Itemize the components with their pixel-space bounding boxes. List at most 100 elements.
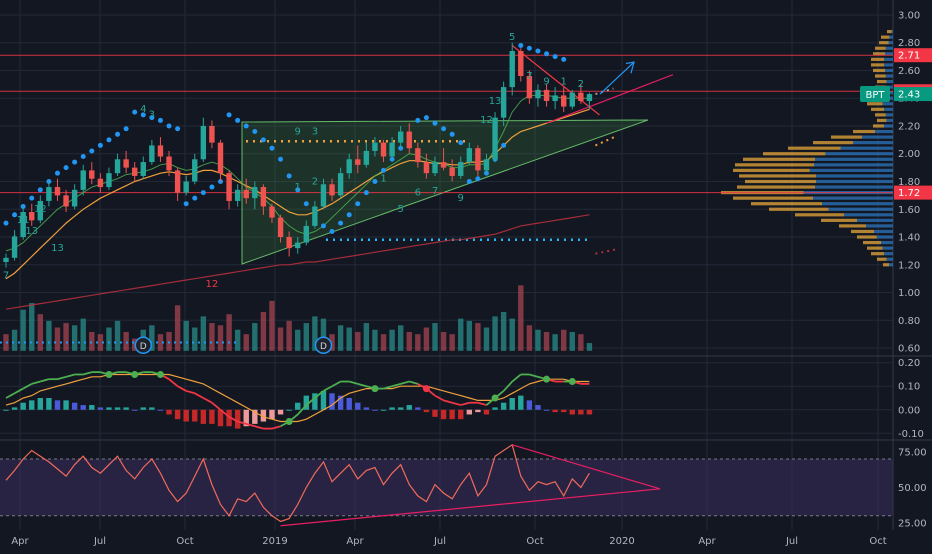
- volume-bar: [440, 331, 447, 351]
- ema-red-line: [5, 214, 590, 310]
- candle-body: [209, 125, 215, 143]
- volume-bar: [37, 314, 44, 351]
- candle-body: [380, 142, 387, 157]
- candle-body: [337, 173, 344, 196]
- volume-bar: [71, 325, 78, 351]
- macd-histogram-bar: [63, 400, 69, 410]
- volume-bar: [29, 303, 35, 351]
- macd-histogram-bar: [320, 390, 327, 410]
- volume-profile-bar: [882, 102, 893, 106]
- macd-histogram-bar: [269, 409, 275, 420]
- projection-arrowhead: [625, 61, 635, 74]
- sequence-label: 2: [578, 79, 584, 90]
- sar-dot: [372, 179, 378, 184]
- sequence-label: 1: [561, 76, 567, 87]
- volume-bar: [466, 320, 473, 351]
- price-tick-label: 2.80: [898, 38, 920, 49]
- candle-body: [295, 242, 301, 249]
- macd-histogram-bar: [3, 409, 9, 411]
- price-label-box: [894, 185, 932, 200]
- candle-body: [174, 170, 181, 193]
- sar-dot: [449, 131, 455, 137]
- volume-bar: [286, 320, 292, 351]
- volume-bar: [260, 311, 267, 351]
- sequence-label: 9: [458, 193, 464, 204]
- candle-body: [63, 195, 69, 207]
- volume-bar: [380, 334, 387, 351]
- sar-dot: [166, 123, 172, 129]
- candle-body: [37, 200, 44, 221]
- macd-histogram-bar: [114, 407, 121, 410]
- sar-dot: [123, 126, 129, 132]
- sar-dot: [29, 195, 35, 201]
- macd-histogram-bar: [54, 400, 61, 410]
- candle-body: [320, 184, 327, 207]
- volume-bar: [166, 331, 172, 351]
- volume-profile-bar: [828, 207, 893, 211]
- candle-body: [183, 181, 189, 193]
- macd-histogram-bar: [346, 398, 352, 410]
- macd-histogram-bar: [234, 409, 241, 429]
- sar-dot: [552, 54, 558, 60]
- macd-histogram-bar: [363, 407, 370, 410]
- macd-histogram-bar: [89, 405, 95, 410]
- macd-line-segment: [357, 383, 367, 388]
- volume-bar: [312, 316, 318, 351]
- volume-profile-bar: [871, 252, 885, 256]
- candle-body: [54, 187, 61, 196]
- volume-bar: [252, 323, 258, 351]
- price-tick-label: 2.20: [898, 121, 920, 132]
- macd-histogram-bar: [243, 409, 249, 427]
- candle-body: [458, 162, 464, 176]
- macd-histogram-bar: [578, 409, 584, 415]
- volume-bar: [329, 334, 335, 351]
- macd-histogram-bar: [252, 409, 258, 424]
- volume-bar: [217, 325, 224, 351]
- sar-dot: [320, 223, 326, 229]
- candle-body: [415, 148, 421, 163]
- candle-body: [97, 178, 104, 188]
- volume-profile-bar: [822, 202, 893, 206]
- sar-dot: [475, 176, 481, 182]
- sequence-label: 6: [415, 187, 421, 198]
- candle-body: [157, 145, 164, 157]
- sequence-label: 3: [149, 110, 155, 121]
- macd-line-segment: [443, 399, 453, 404]
- trendline-ascending: [546, 74, 674, 124]
- volume-profile-bar: [809, 168, 893, 172]
- volume-profile-bar: [825, 152, 893, 156]
- x-tick-label: Apr: [346, 536, 364, 547]
- volume-profile-bar: [795, 213, 844, 217]
- volume-profile-bar: [745, 179, 817, 184]
- sequence-label: 1: [295, 182, 301, 193]
- sar-dot: [252, 129, 258, 135]
- candle-body: [140, 162, 146, 176]
- volume-profile-bar: [875, 74, 886, 78]
- macd-line-segment: [477, 401, 487, 406]
- macd-histogram-bar: [483, 409, 490, 415]
- divergence-marker[interactable]: [134, 336, 153, 355]
- sar-dot: [115, 131, 121, 137]
- volume-profile-bar: [821, 218, 857, 222]
- macd-line-segment: [5, 392, 16, 399]
- macd-line-segment: [348, 380, 359, 385]
- volume-bar: [303, 323, 309, 351]
- volume-profile-bar: [884, 63, 893, 67]
- ticker-badge-label: BPT: [866, 90, 886, 101]
- rsi-tick-label: 75.00: [898, 447, 927, 458]
- volume-profile-bar: [885, 74, 893, 78]
- volume-bar: [320, 318, 327, 351]
- volume-profile-bar: [788, 146, 841, 150]
- macd-histogram-bar: [312, 393, 318, 410]
- divergence-marker[interactable]: [314, 336, 333, 355]
- macd-line-segment: [323, 385, 333, 392]
- volume-profile-bar: [886, 118, 893, 123]
- macd-histogram-bar: [397, 407, 404, 410]
- sar-dot: [441, 126, 447, 132]
- candle-body: [106, 173, 112, 188]
- volume-bar: [157, 334, 164, 351]
- macd-line-segment: [383, 385, 393, 390]
- macd-histogram-bar: [466, 409, 473, 415]
- price-tick-label: 2.60: [898, 66, 920, 77]
